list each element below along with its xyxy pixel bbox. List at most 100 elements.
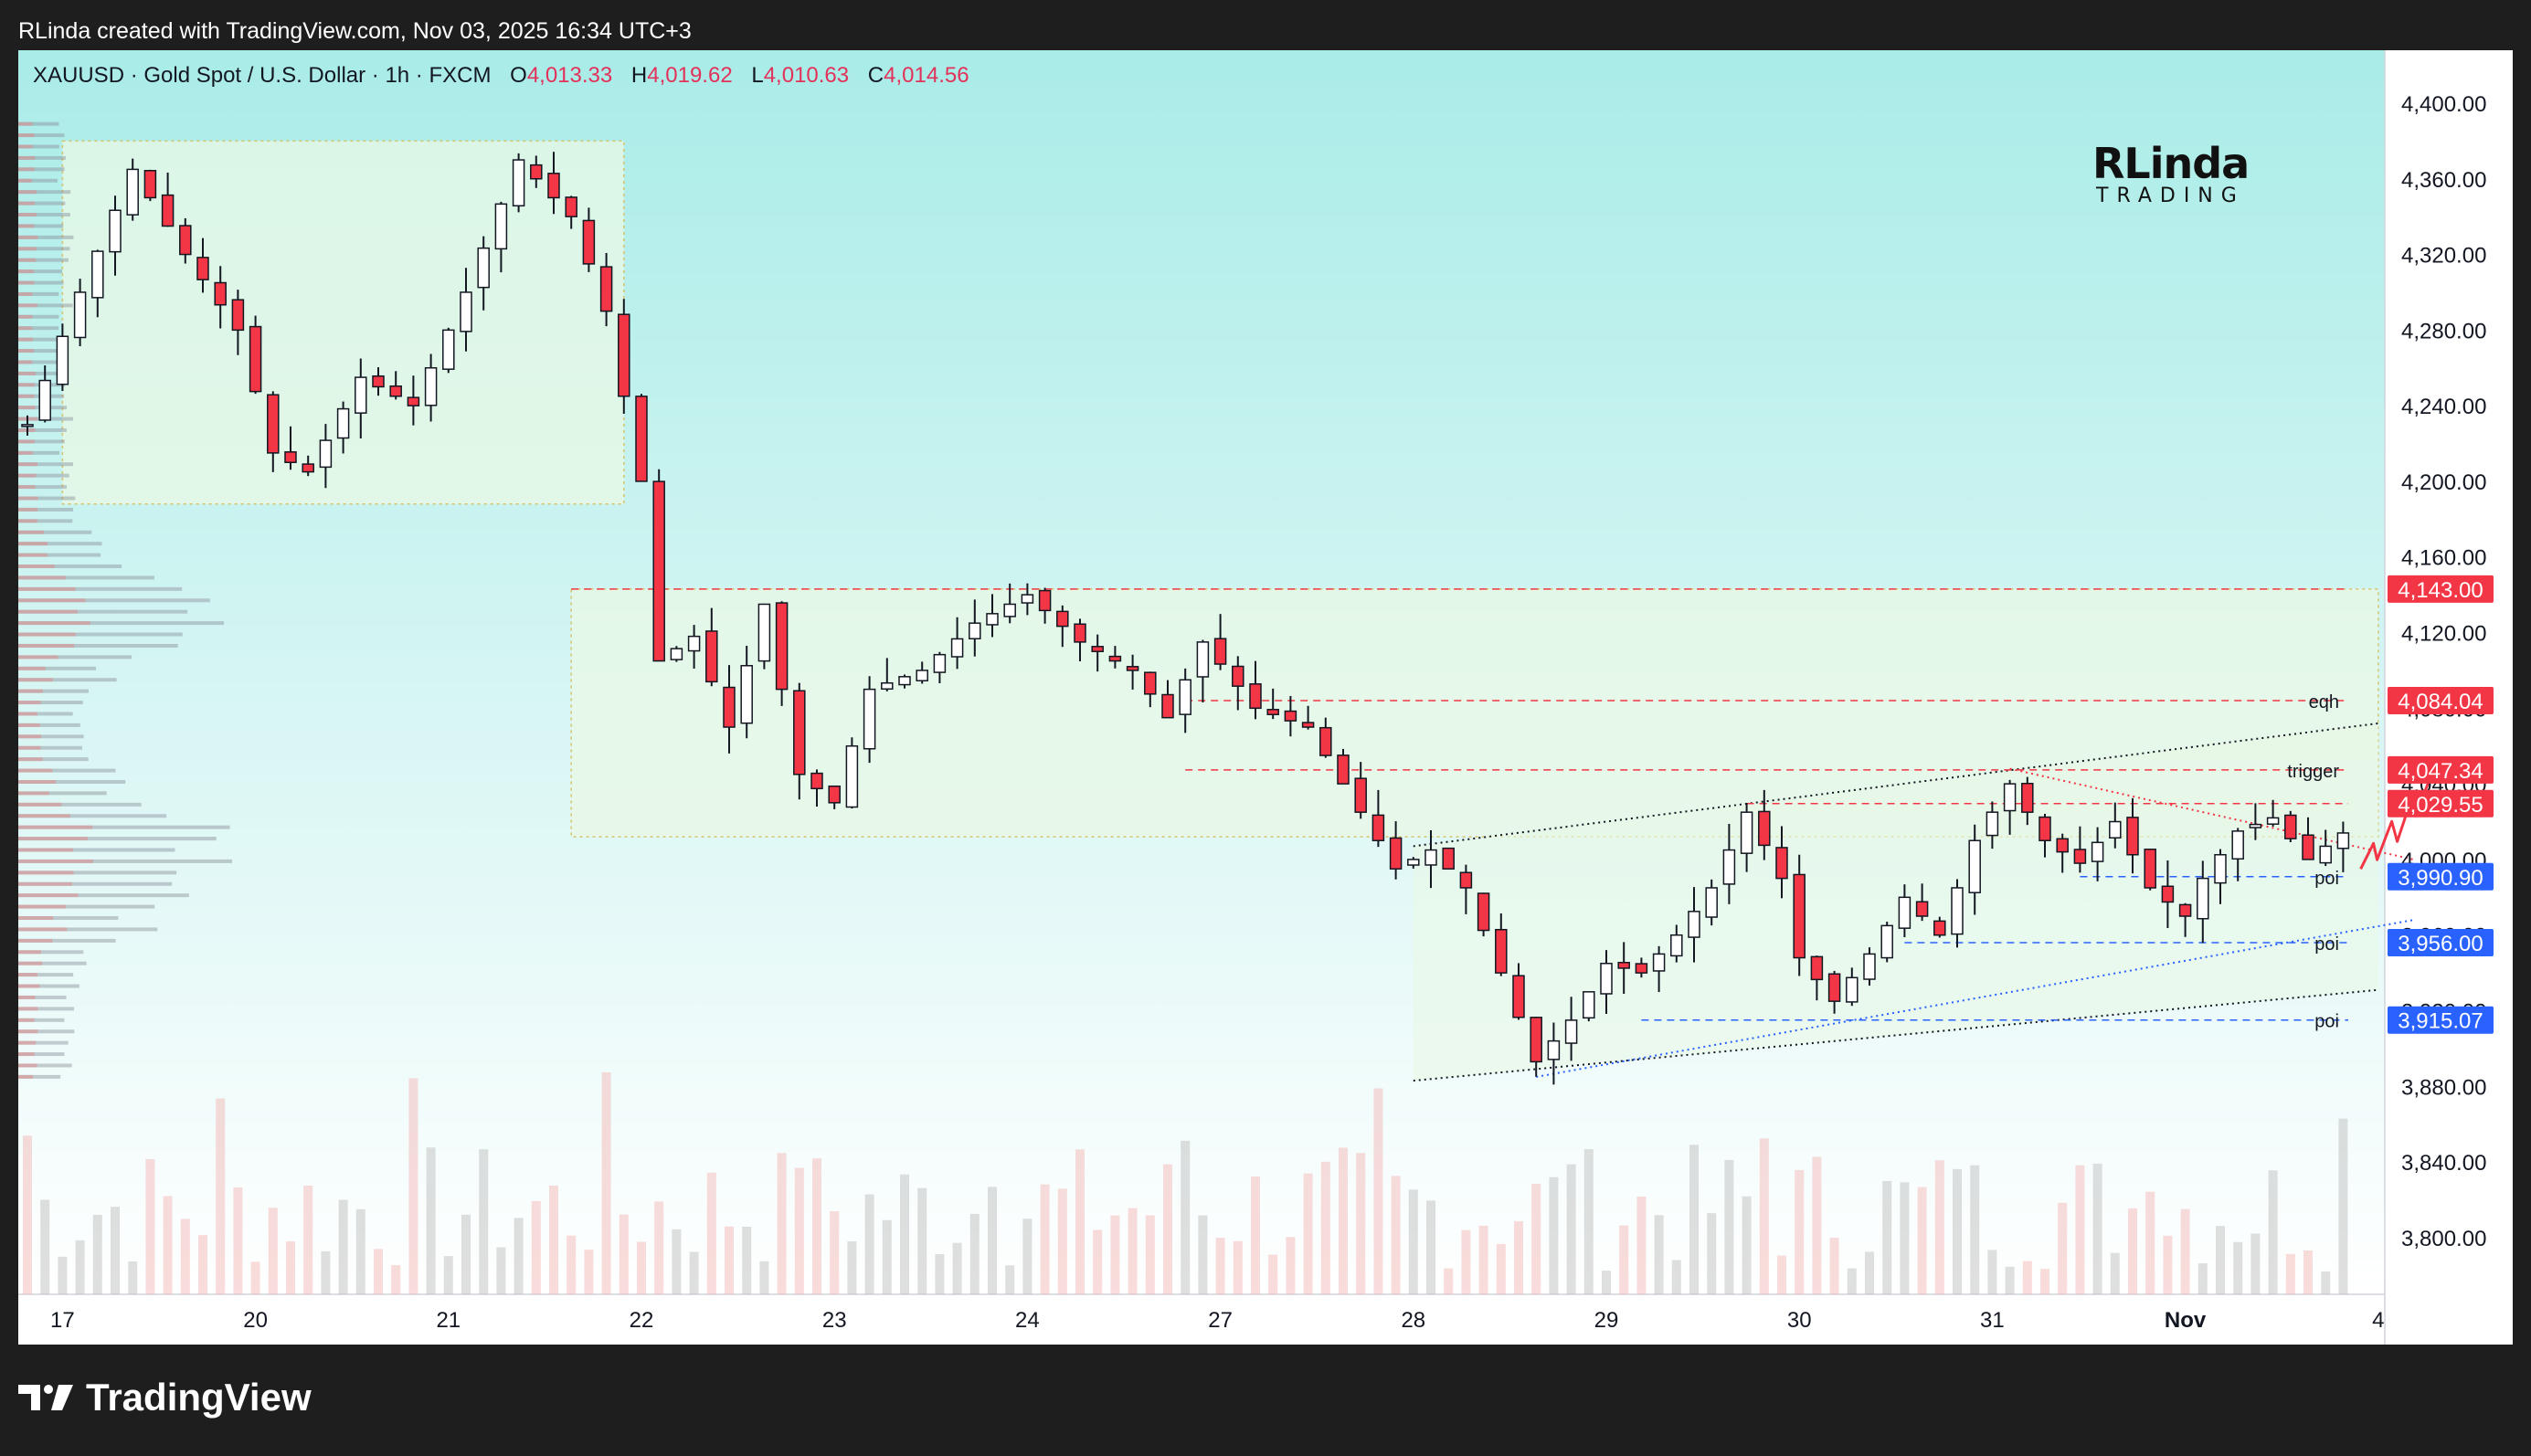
volume-profile-row-sell <box>18 848 74 852</box>
volume-bar <box>917 1187 927 1294</box>
volume-profile-row <box>18 791 107 796</box>
volume-profile-row-sell <box>18 734 42 739</box>
volume-bar <box>233 1187 243 1294</box>
candle-down <box>530 164 543 180</box>
volume-profile-row-sell <box>18 121 33 126</box>
volume-bar <box>1005 1265 1015 1294</box>
trend-channel-layer <box>1413 722 2414 1082</box>
candle-up <box>2231 830 2244 860</box>
brand-logo-line1: RLinda <box>2092 139 2250 188</box>
candle-up <box>460 291 472 332</box>
x-tick-label: 22 <box>630 1308 654 1333</box>
candle-down <box>1091 646 1104 652</box>
volume-bar <box>2145 1191 2155 1294</box>
volume-profile-row <box>18 837 217 841</box>
volume-bar <box>216 1098 226 1294</box>
price-axis[interactable]: 3,800.003,840.003,880.003,920.003,960.00… <box>2388 92 2494 1251</box>
volume-profile-row <box>18 235 74 239</box>
volume-bar <box>1128 1208 1138 1294</box>
price-chart[interactable]: eqh trigger poi poi poi 3,800.00 3,840.00 3,88… <box>18 50 2513 1345</box>
candle-down <box>1301 722 1315 728</box>
volume-bar <box>58 1256 68 1294</box>
tradingview-footer[interactable]: TradingView <box>18 1370 312 1425</box>
volume-profile-row-sell <box>18 779 57 784</box>
volume-bar <box>882 1219 892 1294</box>
candle-up <box>1898 896 1911 929</box>
volume-bar <box>1198 1215 1208 1294</box>
candle-up <box>898 676 911 686</box>
candle-down <box>2302 834 2314 860</box>
candle-up <box>56 335 69 385</box>
level-text: trigger <box>2287 762 2339 782</box>
volume-bar <box>1163 1164 1172 1294</box>
candle-down <box>1213 638 1227 665</box>
candle-down <box>1249 683 1262 710</box>
volume-profile-row-sell <box>18 712 37 716</box>
price-tag-label: 3,990.90 <box>2398 866 2483 891</box>
price-tag-label: 4,029.55 <box>2398 793 2483 818</box>
candle-up <box>1688 911 1700 938</box>
volume-profile-row-sell <box>18 575 67 580</box>
volume-bar <box>2040 1269 2049 1294</box>
y-tick-label: 4,320.00 <box>2401 244 2486 269</box>
candle-up <box>1722 849 1736 885</box>
candle-down <box>1056 610 1069 628</box>
volume-bar <box>1934 1160 1944 1294</box>
volume-bar <box>75 1240 85 1294</box>
candle-down <box>2161 885 2175 903</box>
volume-profile-row-sell <box>18 360 33 364</box>
volume-profile-row <box>18 984 79 988</box>
volume-profile-row <box>18 734 84 739</box>
volume-bar <box>426 1147 436 1294</box>
volume-profile-row <box>18 757 89 762</box>
legend-close-value: 4,014.56 <box>884 63 969 88</box>
volume-profile-row-sell <box>18 553 48 557</box>
x-tick-label: 27 <box>1208 1308 1233 1333</box>
volume-profile-row <box>18 178 58 183</box>
volume-bar <box>461 1214 471 1294</box>
candle-up <box>881 681 894 691</box>
volume-profile-row <box>18 1074 61 1079</box>
volume-profile-row <box>18 723 80 727</box>
candle-down <box>1617 961 1630 969</box>
volume-bar <box>1145 1215 1155 1294</box>
price-tag <box>2388 789 2494 818</box>
candle-up <box>1705 887 1718 918</box>
volume-profile-row-sell <box>18 1052 35 1057</box>
volume-profile-row <box>18 995 67 999</box>
volume-bar <box>1110 1215 1120 1294</box>
volume-bar <box>128 1261 138 1294</box>
volume-profile-row <box>18 258 69 262</box>
candle-down <box>2144 849 2156 889</box>
volume-profile-row-sell <box>18 530 45 534</box>
volume-profile-row <box>18 973 74 977</box>
volume-bar <box>1671 1260 1681 1294</box>
candle-up <box>2109 820 2122 839</box>
candle-up <box>1600 963 1613 995</box>
time-axis[interactable]: 17 20 21 22 23 24 27 28 29 30 31 Nov 4 <box>50 1308 2384 1333</box>
x-tick-label: 20 <box>243 1308 268 1333</box>
volume-bar <box>601 1072 611 1294</box>
volume-profile-row <box>18 825 230 829</box>
volume-bar <box>1444 1268 1454 1294</box>
level-text: poi <box>2314 869 2339 889</box>
candle-down <box>1038 589 1052 612</box>
candle-up <box>2197 877 2209 920</box>
volume-bar <box>2058 1202 2068 1294</box>
candle-up <box>1670 934 1683 957</box>
price-tag <box>2388 1006 2494 1034</box>
price-tag-label: 4,143.00 <box>2398 578 2483 603</box>
volume-profile-row <box>18 213 70 217</box>
candle-up <box>2003 783 2017 812</box>
volume-profile-row-sell <box>18 609 78 614</box>
candle-down <box>1459 871 1473 889</box>
legend-open-value: 4,013.33 <box>526 63 613 88</box>
volume-profile-row-sell <box>18 564 55 569</box>
volume-bar <box>742 1226 752 1294</box>
chart-area[interactable]: eqh trigger poi poi poi 3,800.00 3,840.00 3,88… <box>18 50 2513 1345</box>
candle-down <box>599 266 613 312</box>
volume-profile-row-sell <box>18 213 37 217</box>
price-tag <box>2388 686 2494 714</box>
volume-bar <box>1847 1268 1857 1294</box>
volume-profile-row <box>18 360 58 364</box>
